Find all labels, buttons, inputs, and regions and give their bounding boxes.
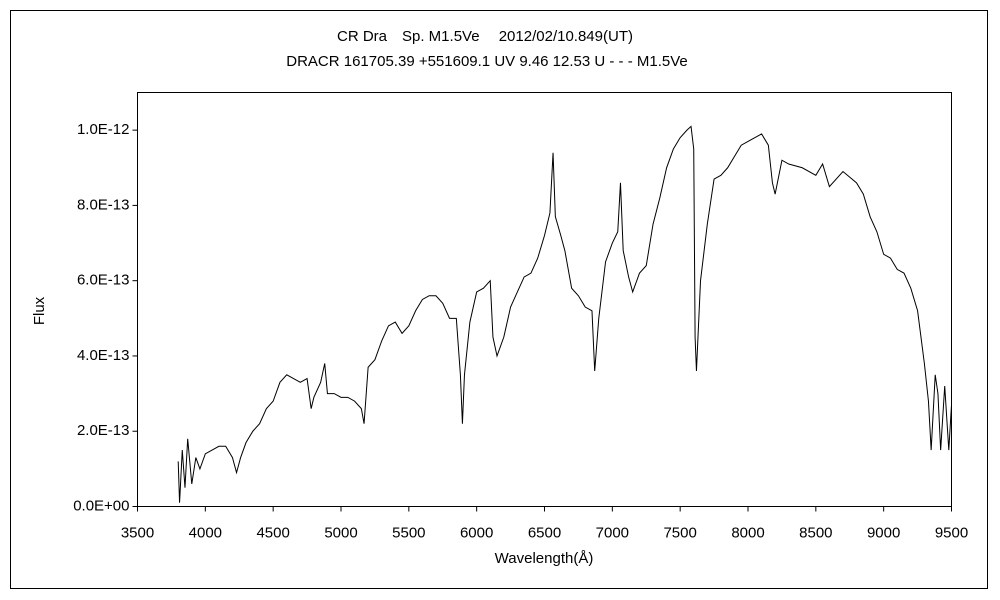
chart-title: CR Dra Sp. M1.5Ve 2012/02/10.849(UT) [337,28,633,45]
y-tick-label: 6.0E-13 [77,272,130,289]
plot-area [137,92,952,507]
x-tick-label: 7000 [596,524,629,541]
x-tick-label: 8500 [799,524,832,541]
x-tick-label: 7500 [663,524,696,541]
y-tick-label: 8.0E-13 [77,196,130,213]
y-tick-label: 4.0E-13 [77,347,130,364]
y-tick-label: 2.0E-13 [77,422,130,439]
x-tick-label: 3500 [121,524,154,541]
spectrum-line [177,125,952,503]
chart-subtitle: DRACR 161705.39 +551609.1 UV 9.46 12.53 … [286,53,688,70]
x-tick-label: 9000 [867,524,900,541]
x-tick-label: 5500 [392,524,425,541]
y-tick-label: 0.0E+00 [73,497,129,514]
x-tick-label: 9500 [935,524,968,541]
x-tick-label: 6500 [528,524,561,541]
y-tick-label: 1.0E-12 [77,121,130,138]
frame [10,10,988,589]
x-tick-label: 6000 [460,524,493,541]
x-tick-label: 4500 [256,524,289,541]
x-tick-label: 4000 [189,524,222,541]
x-axis-label: Wavelength(Å) [495,550,594,567]
x-tick-label: 5000 [324,524,357,541]
y-axis-label: Flux [31,296,48,325]
x-tick-label: 8000 [731,524,764,541]
